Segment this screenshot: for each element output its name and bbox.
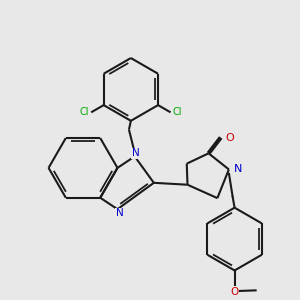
Text: Cl: Cl [173,107,182,117]
Text: N: N [233,164,242,174]
Text: N: N [116,208,123,218]
Text: O: O [225,133,234,142]
Text: N: N [132,148,139,158]
Text: Cl: Cl [80,107,89,117]
Text: O: O [230,286,239,296]
